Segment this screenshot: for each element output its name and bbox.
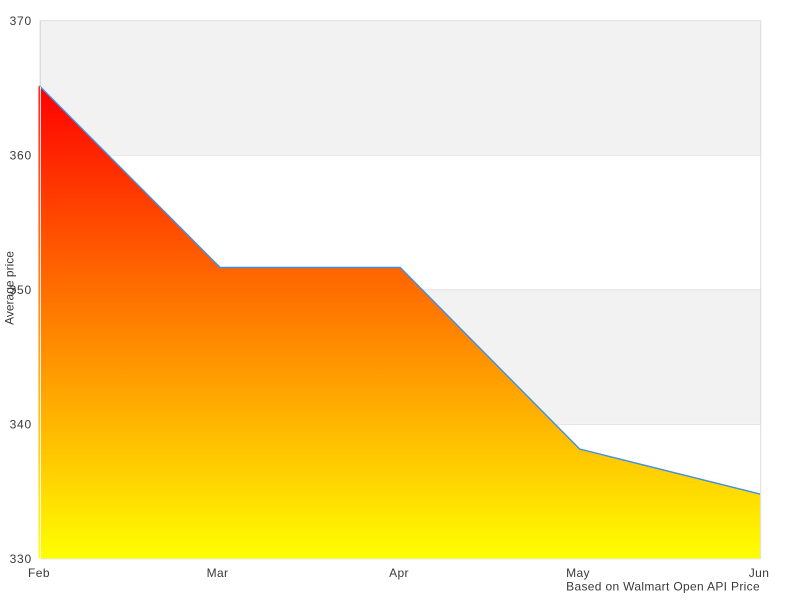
svg-text:Jun: Jun: [749, 566, 770, 580]
svg-text:Feb: Feb: [28, 566, 50, 580]
svg-text:Mar: Mar: [207, 566, 229, 580]
svg-text:370: 370: [10, 14, 32, 28]
svg-text:May: May: [566, 566, 590, 580]
svg-text:Apr: Apr: [389, 566, 409, 580]
svg-text:360: 360: [10, 149, 32, 163]
svg-text:Average price: Average price: [3, 251, 17, 325]
svg-text:350: 350: [10, 283, 32, 297]
svg-text:340: 340: [10, 418, 32, 432]
svg-text:330: 330: [10, 552, 32, 566]
svg-text:Based on Walmart Open API Pric: Based on Walmart Open API Price: [566, 580, 760, 594]
